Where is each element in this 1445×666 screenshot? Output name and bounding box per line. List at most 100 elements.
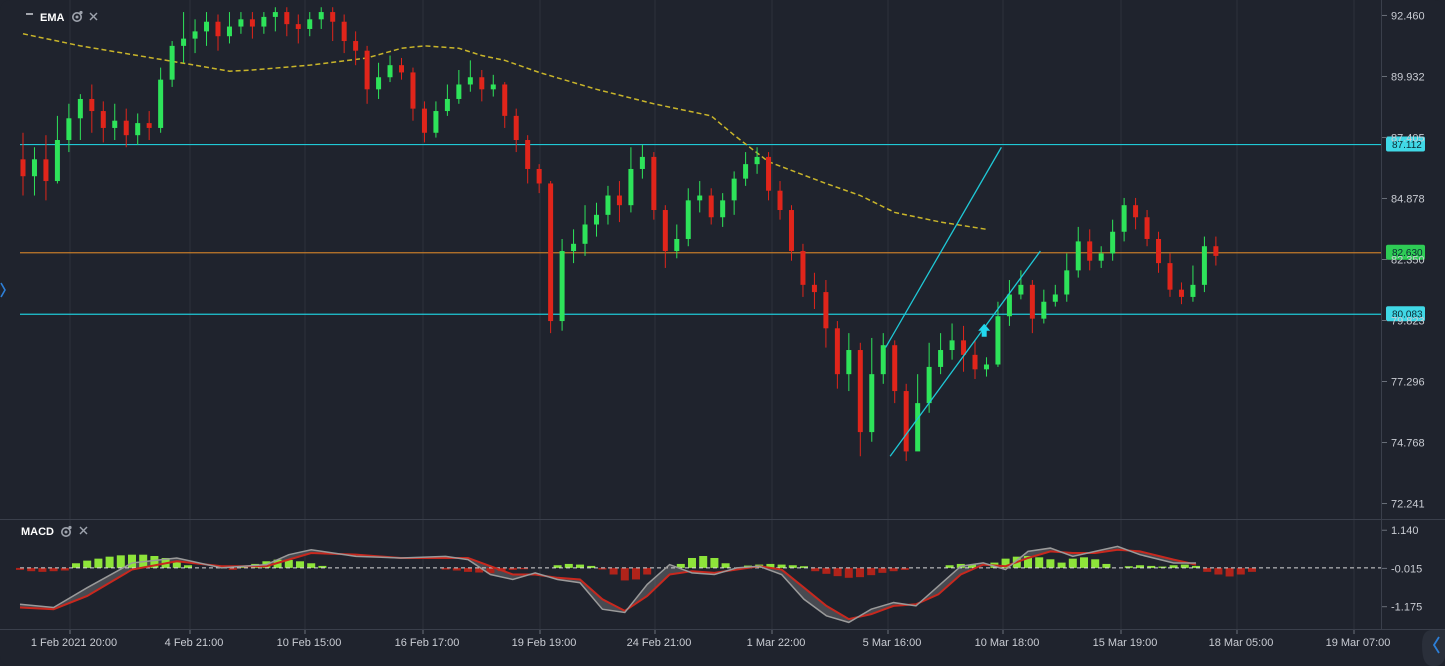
y-tick-label: 92.460	[1391, 10, 1425, 22]
candle-body	[1041, 301, 1047, 319]
candle-body	[754, 156, 760, 165]
macd-histogram-bar	[60, 567, 69, 571]
candle-body	[1029, 284, 1035, 319]
macd-histogram-bar	[1136, 565, 1144, 568]
candle-body	[811, 284, 817, 293]
candle-body	[525, 140, 531, 169]
candle-body	[421, 108, 427, 133]
macd-histogram-bar	[128, 554, 136, 568]
macd-histogram-bar	[676, 563, 685, 568]
macd-histogram-bar	[867, 567, 876, 576]
candle-body	[685, 200, 691, 239]
macd-histogram-bar	[83, 560, 92, 568]
chevron-right-icon[interactable]	[0, 282, 6, 298]
candle-body	[295, 24, 301, 29]
macd-histogram-bar	[1091, 559, 1100, 568]
close-icon[interactable]	[89, 12, 98, 21]
macd-histogram-bar	[968, 564, 976, 568]
price-line-tag	[1386, 306, 1425, 322]
price-line-tag	[1386, 244, 1425, 260]
candle-body	[766, 156, 772, 191]
close-icon[interactable]	[79, 526, 88, 535]
candle-body	[318, 12, 324, 20]
candle-body	[800, 251, 806, 285]
candle-body	[720, 200, 726, 218]
macd-histogram-bar	[1057, 562, 1066, 568]
candle-body	[54, 140, 60, 182]
time-axis[interactable]: 1 Feb 2021 20:00 4 Feb 21:00 10 Feb 15:00 1…	[31, 630, 1391, 649]
y-tick-label: 89.932	[1391, 71, 1425, 83]
macd-histogram-bar	[1102, 563, 1111, 568]
candle-body	[387, 65, 393, 78]
candle-body	[181, 38, 187, 46]
ema-path	[22, 33, 987, 231]
candle-body	[1018, 284, 1024, 295]
chevron-left-icon[interactable]	[1422, 630, 1445, 666]
macd-histogram-bar	[1158, 566, 1167, 568]
candle-body	[1144, 217, 1150, 239]
macd-histogram-bar	[486, 567, 495, 574]
macd-histogram-bar	[564, 563, 573, 568]
candle-body	[192, 31, 198, 39]
candle-body	[249, 19, 255, 27]
macd-histogram-bar	[1203, 567, 1212, 572]
macd-histogram-bar	[1180, 564, 1189, 568]
macd-line	[19, 545, 1196, 624]
macd-tick-label: -0.015	[1391, 563, 1422, 575]
candle-body	[1178, 289, 1184, 297]
ema-legend[interactable]: EMA	[26, 10, 98, 24]
gear-icon[interactable]	[60, 525, 72, 537]
y-tick-label: 72.241	[1391, 499, 1425, 511]
x-tick-label: 4 Feb 21:00	[165, 637, 224, 649]
macd-histogram-bar	[587, 565, 596, 568]
y-tick-label: 87.405	[1391, 132, 1425, 144]
candlestick-series	[20, 7, 1219, 462]
macd-histogram-bar	[553, 565, 562, 568]
candle-body	[364, 50, 370, 90]
candle-body	[204, 21, 210, 32]
price-line-label: 80.083	[1392, 310, 1423, 321]
channel-line[interactable]	[889, 250, 1041, 457]
x-tick-label: 24 Feb 21:00	[627, 637, 692, 649]
macd-histogram-bar	[632, 567, 640, 580]
candle-body	[594, 214, 599, 225]
macd-legend[interactable]: MACD	[21, 525, 88, 538]
candle-body	[697, 195, 703, 201]
gear-icon[interactable]	[72, 10, 83, 22]
macd-histogram-bar	[94, 558, 103, 568]
macd-histogram-bar	[1001, 558, 1010, 568]
candle-body	[20, 159, 26, 177]
candle-body	[433, 111, 439, 133]
candle-body	[1156, 238, 1162, 264]
candle-body	[479, 77, 485, 90]
candle-body	[112, 120, 118, 128]
candle-body	[1213, 246, 1219, 256]
candle-body	[938, 350, 944, 367]
macd-histogram-bar	[643, 567, 652, 575]
macd-histogram-bar	[27, 567, 36, 572]
horizontal-price-lines[interactable]: 87.112 82.630 80.083	[20, 136, 1425, 322]
candle-body	[674, 238, 680, 252]
macd-tick-label: 1.140	[1391, 525, 1419, 537]
candle-body	[616, 195, 622, 206]
x-tick-label: 5 Mar 16:00	[863, 637, 922, 649]
macd-histogram-bar	[1035, 557, 1044, 568]
candle-body	[123, 120, 129, 136]
candle-body	[926, 366, 932, 404]
macd-axis[interactable]: 1.140 -0.015 -1.175	[1382, 525, 1422, 614]
channel-lines[interactable]	[884, 146, 1041, 457]
channel-line[interactable]	[884, 146, 1002, 348]
macd-histogram-bar	[945, 565, 954, 568]
candle-body	[513, 115, 519, 141]
macd-histogram-bar	[688, 557, 696, 568]
macd-histogram-bar	[307, 563, 316, 568]
macd-histogram-bar	[1046, 559, 1055, 568]
macd-histogram-bar	[228, 567, 237, 570]
candle-body	[559, 251, 565, 322]
price-axis[interactable]: 92.460 89.932 87.405 84.878 82.350 79.823 77.2…	[1382, 10, 1425, 511]
price-line-label: 87.112	[1392, 140, 1422, 151]
macd-histogram-bar	[105, 556, 114, 568]
candle-body	[536, 168, 542, 184]
